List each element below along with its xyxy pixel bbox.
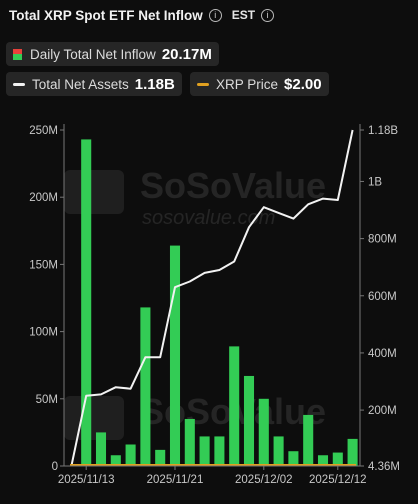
inflow-bar — [140, 307, 151, 466]
inflow-bar — [288, 451, 299, 466]
legend-assets-label: Total Net Assets — [32, 76, 129, 92]
watermark-brand: SoSoValue — [140, 165, 326, 206]
inflow-bar — [317, 455, 329, 466]
chart-header: Total XRP Spot ETF Net Inflow i EST i — [9, 4, 275, 26]
left-axis-tick-label: 150M — [29, 259, 58, 271]
watermark-logo-icon-lower — [64, 396, 124, 440]
line-swatch-icon — [13, 82, 25, 86]
right-axis-tick-label: 1.18B — [368, 125, 398, 137]
legend-daily-net-inflow[interactable]: Daily Total Net Inflow 20.17M — [6, 42, 219, 66]
inflow-bar — [303, 414, 314, 466]
x-axis-tick-label: 2025/11/21 — [147, 474, 204, 486]
inflow-bar — [273, 436, 284, 466]
inflow-bar — [110, 455, 121, 466]
left-axis-tick-label: 50M — [36, 394, 58, 406]
price-swatch-icon — [197, 82, 209, 86]
legend-xrp-price[interactable]: XRP Price $2.00 — [190, 72, 329, 96]
inflow-bar — [332, 452, 343, 466]
legend-total-net-assets[interactable]: Total Net Assets 1.18B — [6, 72, 182, 96]
right-axis-tick-label: 400M — [368, 348, 397, 360]
bar-series — [81, 139, 358, 466]
x-axis-tick-label: 2025/12/12 — [309, 474, 367, 486]
x-axis-tick-label: 2025/12/02 — [235, 474, 293, 486]
line-series — [70, 129, 356, 467]
right-axis: 4.36M 200M 400M 600M 800M 1B 1.18B — [359, 124, 400, 473]
watermark-site: sosovalue.com — [142, 207, 275, 229]
inflow-bar — [214, 436, 225, 466]
right-axis-tick-label: 200M — [368, 405, 397, 417]
inflow-bar — [125, 444, 136, 466]
x-axis-tick-label: 2025/11/13 — [58, 474, 115, 486]
legend-price-value: $2.00 — [284, 75, 322, 93]
right-axis-tick-label: 600M — [368, 291, 397, 303]
inflow-bar — [258, 398, 269, 466]
inflow-outflow-swatch-icon — [13, 48, 22, 60]
right-axis-tick-label: 1B — [368, 176, 382, 188]
inflow-bar — [184, 418, 195, 466]
legend-daily-value: 20.17M — [161, 45, 212, 63]
inflow-bar — [95, 432, 107, 466]
inflow-bar — [169, 245, 181, 466]
legend-daily-label: Daily Total Net Inflow — [30, 46, 156, 62]
left-axis-tick-label: 200M — [29, 192, 58, 204]
right-axis-tick-label: 4.36M — [368, 461, 400, 473]
left-axis-tick-label: 0 — [52, 461, 58, 473]
inflow-bar — [155, 449, 166, 466]
left-axis-tick-label: 100M — [29, 327, 58, 339]
chart-title: Total XRP Spot ETF Net Inflow — [9, 7, 203, 23]
legend-assets-value: 1.18B — [134, 75, 175, 93]
inflow-bar — [229, 346, 240, 466]
right-axis-tick-label: 800M — [368, 234, 397, 246]
inflow-bar — [81, 139, 92, 466]
x-axis: 2025/11/13 2025/11/21 2025/12/02 2025/12/12 — [58, 465, 367, 486]
total-net-assets-line — [70, 129, 354, 467]
left-axis-tick-label: 250M — [29, 125, 58, 137]
info-icon[interactable]: i — [208, 8, 222, 22]
legend-price-label: XRP Price — [216, 76, 279, 92]
left-axis: 0 50M 100M 150M 200M 250M — [29, 124, 65, 473]
inflow-bar — [243, 375, 255, 466]
timezone-label[interactable]: EST — [231, 8, 256, 22]
inflow-bar — [347, 438, 358, 466]
timezone-info-icon[interactable]: i — [261, 8, 275, 22]
inflow-bar — [199, 436, 210, 466]
watermark-logo-icon — [64, 170, 124, 214]
